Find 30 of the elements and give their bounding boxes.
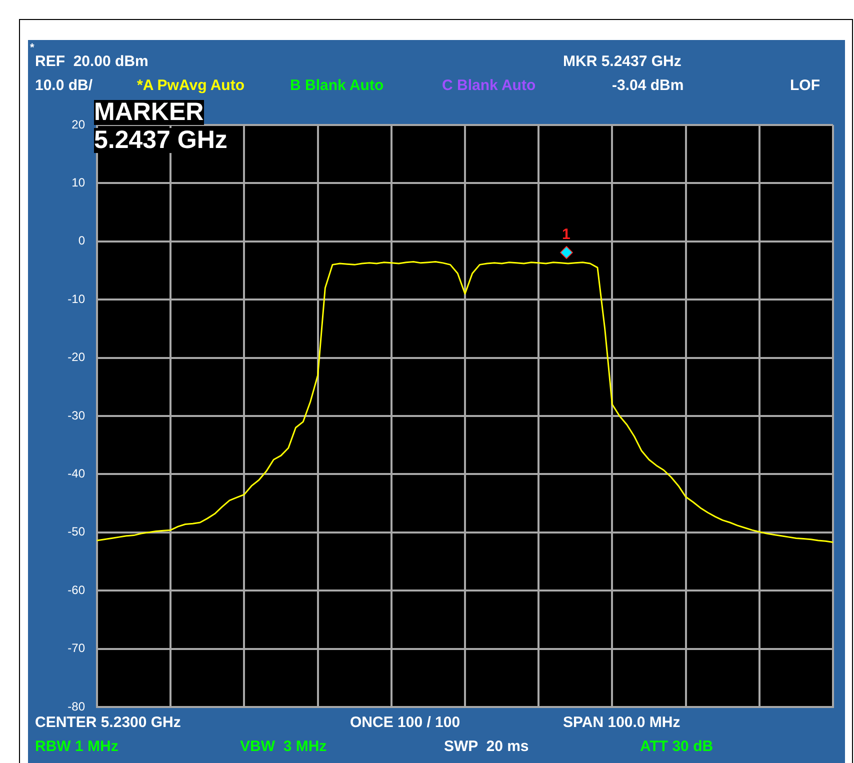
- y-tick-label: 20: [72, 117, 86, 132]
- text: MKR 5.2437 GHz: [563, 52, 682, 70]
- y-tick-label: -10: [68, 292, 86, 306]
- text: B Blank Auto: [290, 76, 384, 94]
- text: REF 20.00 dBm: [35, 52, 148, 70]
- annotation: MARKER: [94, 98, 204, 126]
- y-tick-label: -50: [68, 524, 86, 539]
- text: VBW 3 MHz: [240, 738, 327, 754]
- text: SPAN 100.0 MHz: [563, 714, 680, 730]
- text: LOF: [790, 76, 820, 94]
- text: ATT 30 dB: [640, 738, 714, 754]
- y-tick-label: -20: [68, 350, 86, 364]
- y-tick-label: -40: [68, 466, 86, 481]
- text: SWP 20 ms: [444, 738, 529, 754]
- y-tick-label: 10: [72, 176, 86, 190]
- y-tick-label: -80: [68, 699, 86, 714]
- annotation: 5.2437 GHz: [94, 126, 228, 154]
- y-tick-label: 0: [78, 234, 86, 248]
- annotation: 1: [562, 226, 570, 242]
- text: RBW 1 MHz: [35, 738, 118, 754]
- text: *: [30, 42, 34, 54]
- y-tick-label: -60: [68, 582, 86, 597]
- text: -3.04 dBm: [612, 76, 684, 94]
- text: C Blank Auto: [442, 76, 536, 94]
- y-tick-label: -70: [68, 641, 86, 656]
- text: CENTER 5.2300 GHz: [35, 714, 181, 730]
- text: 10.0 dB/: [35, 76, 93, 94]
- text: *A PwAvg Auto: [137, 76, 244, 94]
- y-tick-label: -30: [68, 408, 86, 422]
- text: ONCE 100 / 100: [350, 714, 460, 730]
